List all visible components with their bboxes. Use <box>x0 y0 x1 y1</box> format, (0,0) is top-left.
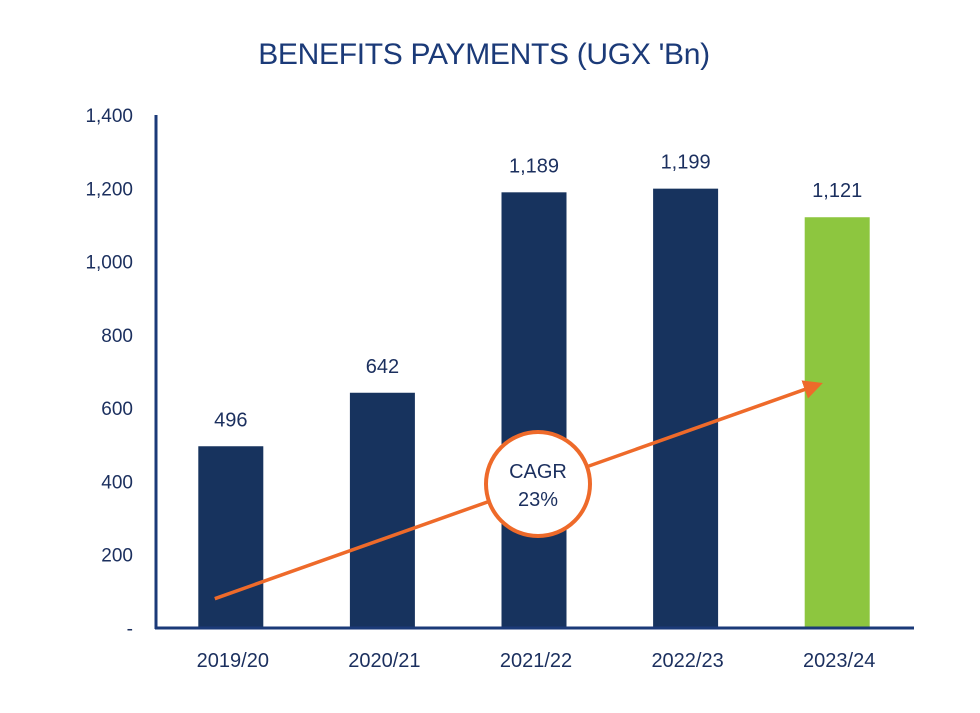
x-tick-label: 2023/24 <box>803 650 875 672</box>
cagr-badge <box>484 430 592 539</box>
y-tick-label: 600 <box>101 399 133 420</box>
y-tick-label: 1,400 <box>85 106 133 127</box>
cagr-value: 23% <box>518 489 558 511</box>
bar <box>198 446 264 628</box>
x-tick-label: 2020/21 <box>348 650 420 672</box>
bar-value-label: 642 <box>366 356 399 378</box>
x-tick-label: 2022/23 <box>651 650 723 672</box>
chart-title: BENEFITS PAYMENTS (UGX 'Bn) <box>258 38 710 71</box>
y-tick-label: 800 <box>101 326 133 347</box>
bar <box>501 192 567 629</box>
cagr-label: CAGR <box>509 461 567 483</box>
y-tick-label: 400 <box>101 472 133 493</box>
bar-value-label: 1,199 <box>661 152 711 174</box>
bar <box>349 392 415 628</box>
y-tick-label: 200 <box>101 546 133 567</box>
y-tick-label: 1,200 <box>85 179 133 200</box>
y-tick-label: - <box>127 619 133 640</box>
bar <box>653 188 719 628</box>
bar-value-label: 496 <box>214 409 247 431</box>
y-tick-label: 1,000 <box>85 253 133 274</box>
bar <box>804 217 870 628</box>
x-tick-label: 2021/22 <box>500 650 572 672</box>
bar-value-label: 1,189 <box>509 155 559 177</box>
x-tick-label: 2019/20 <box>197 650 269 672</box>
bar-value-label: 1,121 <box>812 180 862 202</box>
